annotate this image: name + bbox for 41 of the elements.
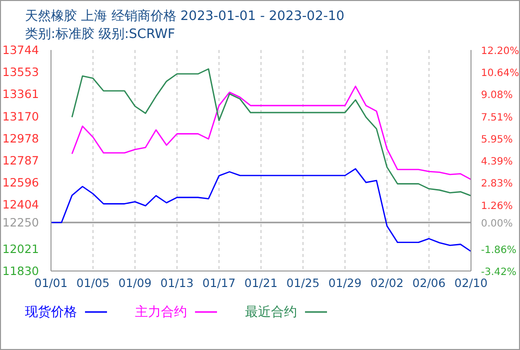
y-tick-label: 13170 <box>2 109 39 124</box>
y-tick-label: 11830 <box>2 264 39 278</box>
y-tick-label: 12596 <box>2 176 39 190</box>
y2-tick-label: -3.42% <box>481 267 516 278</box>
x-tick-label: 02/06 <box>412 276 446 290</box>
x-tick-label: 02/10 <box>454 276 488 290</box>
x-tick-label: 01/17 <box>202 276 236 290</box>
y2-tick-label: 10.64% <box>481 68 520 80</box>
x-tick-label: 01/21 <box>244 276 278 290</box>
y2-tick-label: 7.51% <box>481 112 513 124</box>
y-tick-label: 12021 <box>2 242 39 256</box>
y2-tick-label: 5.95% <box>481 134 513 146</box>
chart-title: 天然橡胶 上海 经销商价格 2023-01-01 - 2023-02-10 <box>25 8 344 25</box>
x-tick-label: 01/05 <box>76 276 110 290</box>
y-tick-label: 12250 <box>2 216 39 230</box>
y-tick-label: 12787 <box>2 154 39 168</box>
y-tick-label: 13744 <box>2 43 39 57</box>
x-tick-label: 02/02 <box>370 276 404 290</box>
y2-tick-label: 4.39% <box>481 156 513 168</box>
chart-subtitle: 类别:标准胶 级别:SCRWF <box>25 26 176 43</box>
y2-tick-label: 12.20% <box>481 46 520 57</box>
legend-label: 现货价格 <box>25 304 77 321</box>
y2-tick-label: 2.83% <box>481 178 513 190</box>
y2-tick-label: 9.08% <box>481 90 513 102</box>
x-tick-label: 01/09 <box>118 276 152 290</box>
y2-tick-label: 1.26% <box>481 200 513 212</box>
line-series <box>51 168 471 252</box>
y-tick-label: 13361 <box>2 87 39 102</box>
line-series <box>71 86 471 180</box>
x-tick-label: 01/29 <box>328 276 362 290</box>
y-tick-label: 13553 <box>2 65 39 80</box>
x-tick-label: 01/13 <box>160 276 194 290</box>
y2-tick-label: 0.00% <box>481 218 513 230</box>
x-tick-label: 01/25 <box>286 276 320 290</box>
y-tick-label: 12404 <box>2 198 39 212</box>
y-tick-label: 12978 <box>2 131 39 146</box>
legend-label: 主力合约 <box>135 304 187 321</box>
legend-label: 最近合约 <box>245 304 297 321</box>
line-series <box>71 68 471 196</box>
y2-tick-label: -1.86% <box>481 244 516 256</box>
x-tick-label: 01/01 <box>34 276 68 290</box>
